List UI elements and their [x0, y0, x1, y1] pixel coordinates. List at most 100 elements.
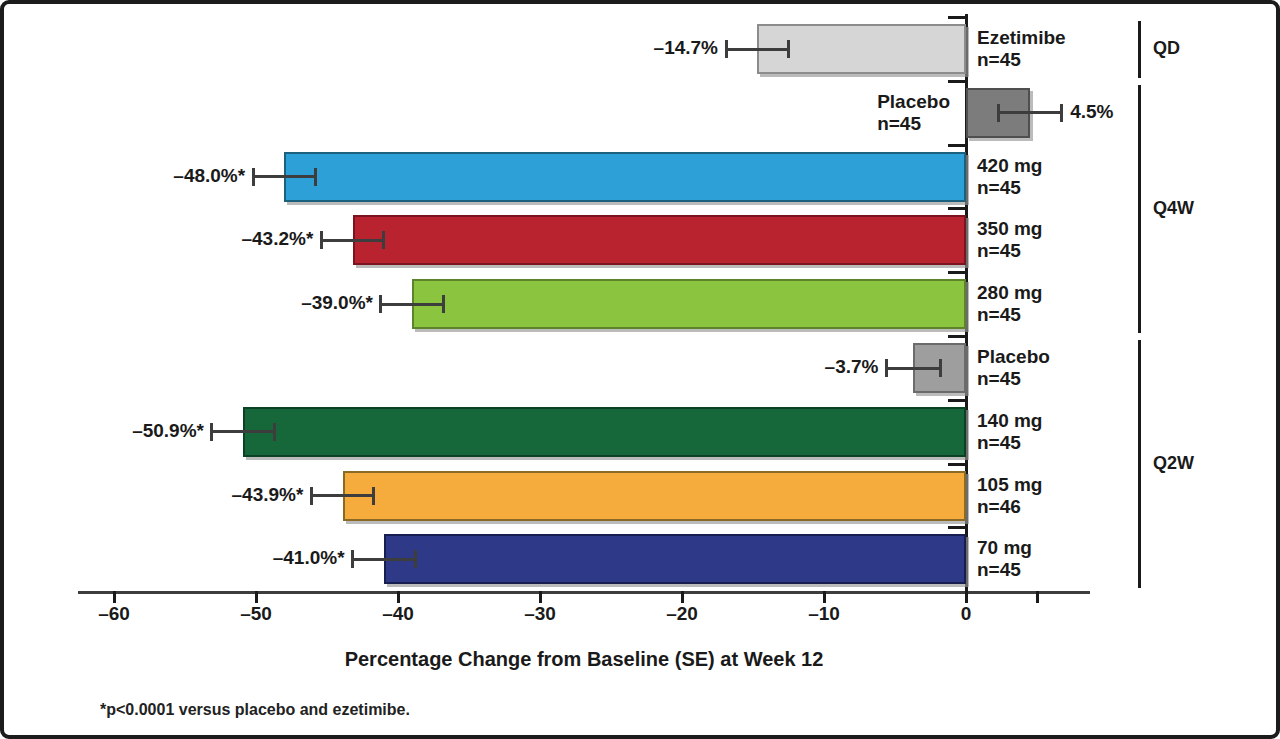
error-bar [321, 239, 383, 242]
x-axis-title: Percentage Change from Baseline (SE) at … [78, 648, 1090, 671]
error-bar-cap [997, 104, 1000, 122]
bar-value-label: 4.5% [1070, 101, 1113, 123]
error-bar-cap [1060, 104, 1063, 122]
bar-name-label: Placebon=45 [877, 91, 950, 135]
dose-text: 70 mg [977, 537, 1032, 559]
group-bracket-label: QD [1153, 38, 1180, 59]
x-axis-tick-label: –60 [82, 603, 146, 625]
bar-value-label: –50.9%* [132, 420, 204, 442]
error-bar-cap [414, 550, 417, 568]
error-bar-cap [787, 40, 790, 58]
dose-text: 140 mg [977, 410, 1042, 432]
category-tick [948, 526, 968, 529]
group-bracket-line [1138, 85, 1141, 333]
n-text: n=46 [977, 496, 1042, 518]
category-tick [948, 271, 968, 274]
x-axis-tick-label: –40 [366, 603, 430, 625]
bar [384, 534, 966, 584]
error-bar-cap [939, 359, 942, 377]
n-text: n=45 [977, 240, 1042, 262]
n-text: n=45 [977, 49, 1066, 71]
x-axis-tick [255, 591, 258, 603]
bar-name-label: 350 mgn=45 [977, 218, 1042, 262]
error-bar [253, 175, 315, 178]
x-axis-tick-label: –10 [792, 603, 856, 625]
error-bar-cap [379, 295, 382, 313]
error-bar-cap [372, 487, 375, 505]
dose-text: Ezetimibe [977, 27, 1066, 49]
error-bar-cap [382, 231, 385, 249]
error-bar-cap [442, 295, 445, 313]
group-bracket-label: Q4W [1153, 198, 1194, 219]
x-axis-tick [823, 591, 826, 603]
dose-text: 105 mg [977, 474, 1042, 496]
bar-value-label: –14.7% [654, 37, 718, 59]
n-text: n=45 [977, 368, 1050, 390]
group-bracket-label: Q2W [1153, 453, 1194, 474]
bar [284, 152, 966, 202]
bar-name-label: 140 mgn=45 [977, 410, 1042, 454]
dose-text: 420 mg [977, 155, 1042, 177]
n-text: n=45 [977, 304, 1042, 326]
category-tick [948, 144, 968, 147]
x-axis-tick-label: –50 [224, 603, 288, 625]
bar-value-label: –48.0%* [173, 165, 245, 187]
error-bar [311, 494, 373, 497]
n-text: n=45 [877, 113, 950, 135]
error-bar [212, 430, 274, 433]
error-bar-cap [210, 423, 213, 441]
x-axis-tick [539, 591, 542, 603]
x-axis-tick-label: 0 [934, 603, 998, 625]
error-bar [999, 111, 1061, 114]
x-axis-tick [965, 591, 968, 603]
error-bar-cap [725, 40, 728, 58]
error-bar [381, 303, 443, 306]
error-bar [886, 367, 940, 370]
error-bar-cap [885, 359, 888, 377]
dose-text: 350 mg [977, 218, 1042, 240]
bar-value-label: –41.0%* [273, 547, 345, 569]
bar [412, 279, 966, 329]
error-bar-cap [320, 231, 323, 249]
x-axis-tick [397, 591, 400, 603]
bar-name-label: 70 mgn=45 [977, 537, 1032, 581]
bar-name-label: Ezetimiben=45 [977, 27, 1066, 71]
bar-value-label: –39.0%* [301, 292, 373, 314]
bar [353, 215, 966, 265]
bar-name-label: 280 mgn=45 [977, 282, 1042, 326]
bar-value-label: –43.2%* [241, 228, 313, 250]
x-axis-tick-label: –20 [650, 603, 714, 625]
x-axis-line [78, 591, 1090, 594]
footnote: *p<0.0001 versus placebo and ezetimibe. [100, 701, 410, 719]
bar-value-label: –3.7% [825, 356, 879, 378]
plot-area: –14.7%Ezetimiben=454.5%Placebon=45–48.0%… [0, 0, 1280, 739]
bar-value-label: –43.9%* [232, 484, 304, 506]
bar [343, 471, 966, 521]
category-tick [948, 463, 968, 466]
category-tick [948, 207, 968, 210]
error-bar-cap [273, 423, 276, 441]
error-bar-cap [252, 168, 255, 186]
group-bracket-line [1138, 21, 1141, 78]
bar-name-label: Placebon=45 [977, 346, 1050, 390]
bar-name-label: 105 mgn=46 [977, 474, 1042, 518]
n-text: n=45 [977, 177, 1042, 199]
group-bracket-line [1138, 340, 1141, 588]
category-tick [948, 335, 968, 338]
error-bar-cap [314, 168, 317, 186]
x-axis-tick-label: –30 [508, 603, 572, 625]
error-bar-cap [310, 487, 313, 505]
bar-name-label: 420 mgn=45 [977, 155, 1042, 199]
dose-text: Placebo [977, 346, 1050, 368]
x-axis-tick [1036, 591, 1039, 603]
category-tick [948, 16, 968, 19]
x-axis-tick [681, 591, 684, 603]
bar [243, 407, 966, 457]
n-text: n=45 [977, 432, 1042, 454]
category-tick [948, 80, 968, 83]
category-tick [948, 399, 968, 402]
x-axis-tick [113, 591, 116, 603]
dose-text: Placebo [877, 91, 950, 113]
error-bar [353, 558, 415, 561]
error-bar-cap [351, 550, 354, 568]
